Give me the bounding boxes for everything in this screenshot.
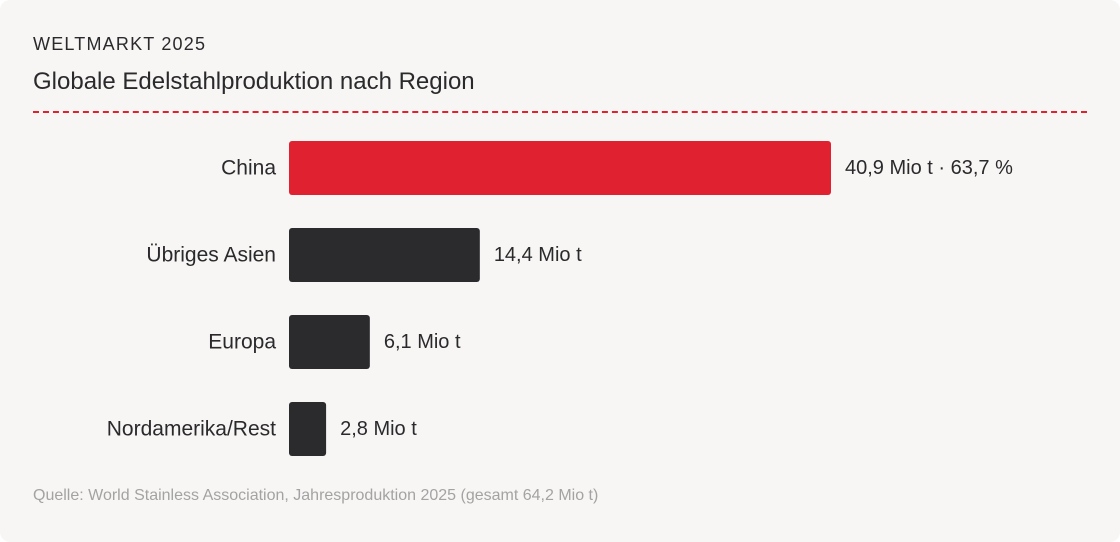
bar-europa [289,315,370,369]
title-divider [33,111,1087,113]
value-label: 6,1 Mio t [384,331,461,353]
value-label: 40,9 Mio t · 63,7 % [845,157,1013,179]
chart-kicker: WELTMARKT 2025 [33,34,207,54]
value-label: 14,4 Mio t [494,244,582,266]
category-label: Nordamerika/Rest [107,418,276,441]
category-label: Europa [208,331,276,354]
source-note: Quelle: World Stainless Association, Jah… [33,487,599,504]
bar-china [289,141,831,195]
value-label: 2,8 Mio t [340,418,417,440]
category-label: Übriges Asien [146,244,276,267]
chart-title: Globale Edelstahlproduktion nach Region [33,68,475,95]
category-label: China [221,157,276,180]
bar-übriges-asien [289,228,480,282]
bar-nordamerika-rest [289,402,327,456]
